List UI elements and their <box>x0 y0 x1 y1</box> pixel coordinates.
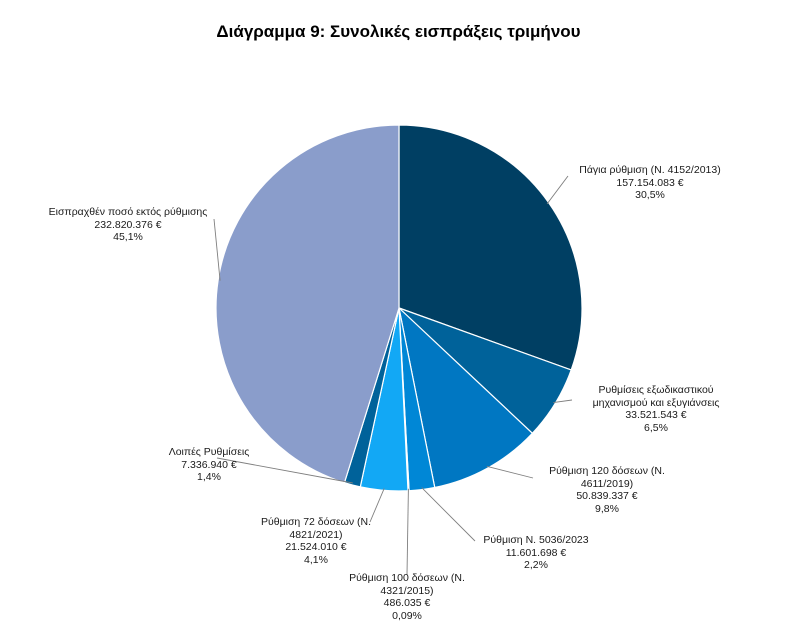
slice-value: 486.035 € <box>383 597 431 610</box>
leader-line <box>213 218 221 281</box>
slice-label: Πάγια ρύθμιση (Ν. 4152/2013) <box>579 164 721 176</box>
slice-label: Λοιπές Ρυθμίσεις <box>168 446 250 458</box>
slice-label: 4821/2021) <box>289 528 343 541</box>
leader-line <box>553 399 573 404</box>
data-label: Ρυθμίσεις εξωδικαστικού μηχανισμού και εξ… <box>568 384 744 434</box>
slice-label: Ρύθμιση 120 δόσεων (Ν. <box>549 465 665 477</box>
slice-value: 11.601.698 € <box>505 546 567 559</box>
slice-value: 157.154.083 € <box>616 176 684 189</box>
chart-title: Διάγραμμα 9: Συνολικές εισπράξεις τριμήν… <box>216 22 581 41</box>
slice-percent: 45,1% <box>113 231 143 244</box>
data-label: Εισπραχθέν ποσό εκτός ρύθμισης 232.820.37… <box>40 206 216 244</box>
pie-slice <box>215 124 400 484</box>
slice-label: Ρύθμιση 100 δόσεων (Ν. <box>349 572 465 584</box>
slice-value: 50.839.337 € <box>576 490 638 503</box>
pie-slice <box>398 124 583 371</box>
slice-value: 33.521.543 € <box>625 409 687 422</box>
leader-line <box>421 487 476 542</box>
slice-percent: 2,2% <box>524 559 548 572</box>
pie-slice <box>398 306 534 489</box>
data-label: Λοιπές Ρυθμίσεις 7.336.940 €1,4% <box>148 446 270 484</box>
slice-percent: 1,4% <box>197 471 221 484</box>
data-label: Ρύθμιση Ν. 5036/2023 11.601.698 €2,2% <box>468 534 604 572</box>
slice-value: 232.820.376 € <box>94 218 162 231</box>
data-label: Ρύθμιση 72 δόσεων (Ν. 4821/2021) 21.524.01… <box>241 516 391 566</box>
data-label: Ρύθμιση 100 δόσεων (Ν. 4321/2015) 486.035 … <box>332 572 482 622</box>
leader-line <box>546 175 569 205</box>
slice-percent: 0,09% <box>392 609 422 622</box>
slice-percent: 6,5% <box>644 421 668 434</box>
slice-percent: 30,5% <box>635 189 665 202</box>
leader-line <box>406 488 409 576</box>
leader-line <box>369 488 385 523</box>
slice-value: 21.524.010 € <box>285 541 347 554</box>
leader-line <box>216 457 353 484</box>
slice-label: Ρύθμιση 72 δόσεων (Ν. <box>260 516 371 528</box>
slice-percent: 4,1% <box>304 553 328 566</box>
slice-label: Εισπραχθέν ποσό εκτός ρύθμισης <box>48 206 208 218</box>
data-label: Ρύθμιση 120 δόσεων (Ν. 4611/2019) 50.839.3… <box>530 465 684 515</box>
slice-value: 7.336.940 € <box>181 458 237 471</box>
slice-label: μηχανισμού και εξυγιάνσεις <box>592 396 720 409</box>
slice-label: 4611/2019) <box>580 477 634 490</box>
leader-line <box>486 465 534 479</box>
data-label: Πάγια ρύθμιση (Ν. 4152/2013) 157.154.083 … <box>555 164 745 202</box>
slice-percent: 9,8% <box>595 502 619 515</box>
slice-label: 4321/2015) <box>380 584 434 597</box>
slice-label: Ρύθμιση Ν. 5036/2023 <box>483 534 589 546</box>
slice-label: Ρυθμίσεις εξωδικαστικού <box>598 384 714 396</box>
